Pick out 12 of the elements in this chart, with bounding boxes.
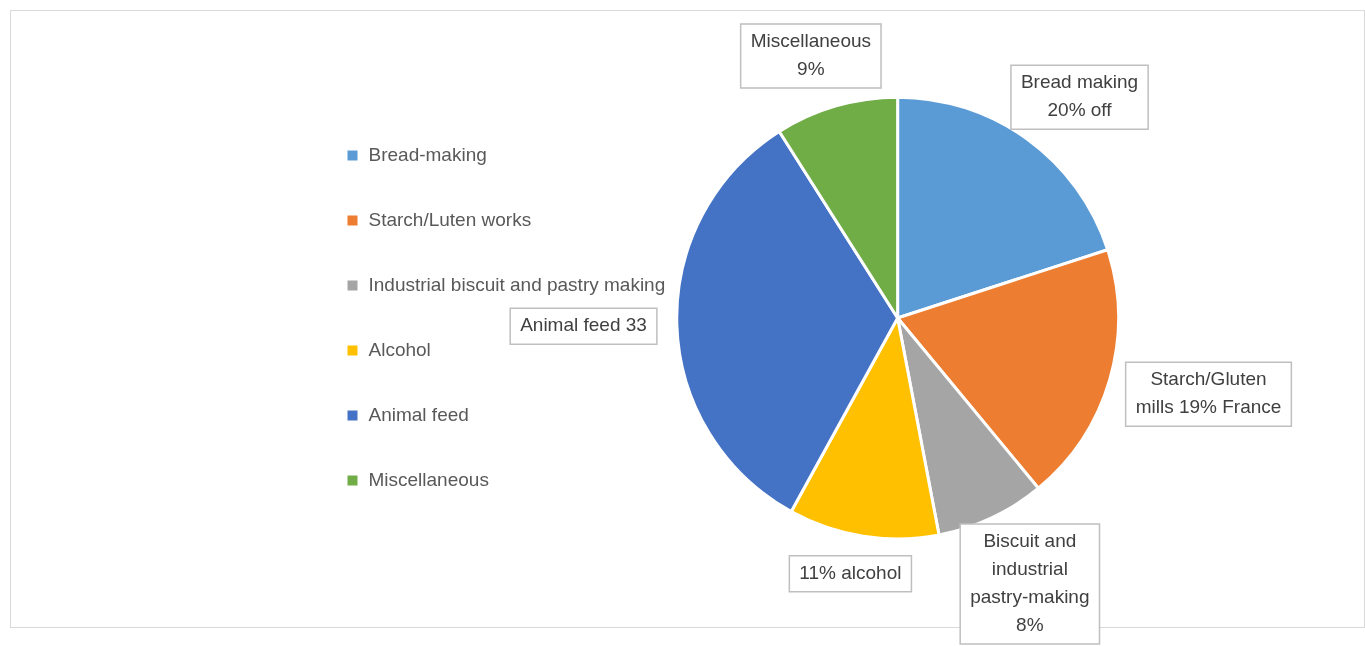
legend-label: Bread-making (368, 143, 487, 165)
data-label: Animal feed 33 (520, 314, 647, 336)
data-label: 11% alcohol (799, 561, 902, 583)
data-label: Starch/Gluten mills 19% France (1135, 368, 1282, 418)
data-label: Biscuit and industrial pastry-making 8% (970, 530, 1090, 636)
data-label: Miscellaneous 9% (750, 30, 872, 80)
legend-label: Animal feed (368, 403, 469, 425)
legend-label: Miscellaneous (368, 468, 489, 490)
legend-label: Alcohol (368, 338, 431, 360)
legend-label: Starch/Luten works (368, 208, 532, 230)
data-label: Bread making 20% off (1020, 71, 1139, 121)
legend-label: Industrial biscuit and pastry making (368, 273, 666, 295)
